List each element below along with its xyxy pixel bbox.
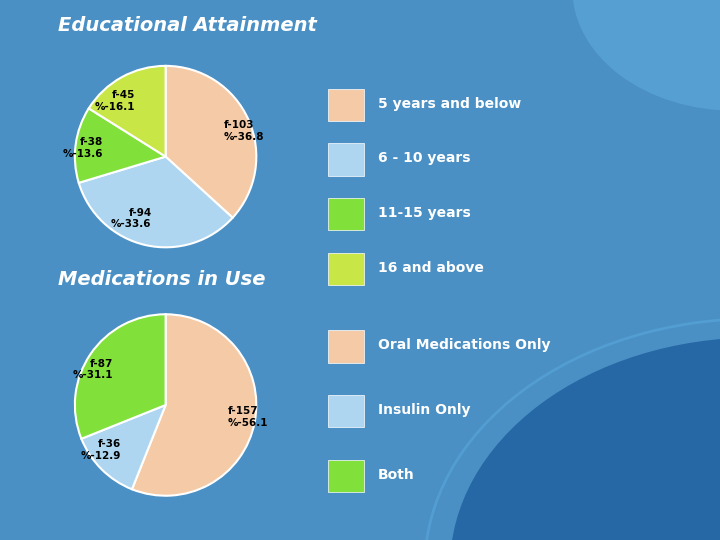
Text: 11-15 years: 11-15 years xyxy=(378,206,471,220)
Wedge shape xyxy=(132,314,256,496)
Text: Oral Medications Only: Oral Medications Only xyxy=(378,339,551,353)
Text: f-36
%-12.9: f-36 %-12.9 xyxy=(81,439,121,461)
FancyBboxPatch shape xyxy=(328,144,364,176)
FancyBboxPatch shape xyxy=(328,460,364,492)
Wedge shape xyxy=(166,66,256,218)
FancyBboxPatch shape xyxy=(328,198,364,231)
FancyBboxPatch shape xyxy=(328,395,364,427)
Wedge shape xyxy=(75,109,166,183)
Text: f-157
%-56.1: f-157 %-56.1 xyxy=(228,406,269,428)
FancyBboxPatch shape xyxy=(328,330,364,363)
Text: f-103
%-36.8: f-103 %-36.8 xyxy=(224,120,264,141)
Text: f-87
%-31.1: f-87 %-31.1 xyxy=(73,359,113,380)
Text: f-94
%-33.6: f-94 %-33.6 xyxy=(111,208,152,230)
FancyBboxPatch shape xyxy=(328,253,364,285)
Wedge shape xyxy=(75,314,166,439)
Text: Both: Both xyxy=(378,468,415,482)
Ellipse shape xyxy=(572,0,720,111)
Text: Educational Attainment: Educational Attainment xyxy=(58,16,317,35)
Text: f-38
%-13.6: f-38 %-13.6 xyxy=(62,137,103,159)
FancyBboxPatch shape xyxy=(328,89,364,121)
Text: Insulin Only: Insulin Only xyxy=(378,403,470,417)
Wedge shape xyxy=(78,157,233,247)
Text: f-45
%-16.1: f-45 %-16.1 xyxy=(94,90,135,112)
Wedge shape xyxy=(81,405,166,489)
Text: 5 years and below: 5 years and below xyxy=(378,97,521,111)
Text: 6 - 10 years: 6 - 10 years xyxy=(378,151,470,165)
Text: 16 and above: 16 and above xyxy=(378,261,484,275)
Wedge shape xyxy=(89,66,166,157)
Ellipse shape xyxy=(450,338,720,540)
Text: Medications in Use: Medications in Use xyxy=(58,270,265,289)
